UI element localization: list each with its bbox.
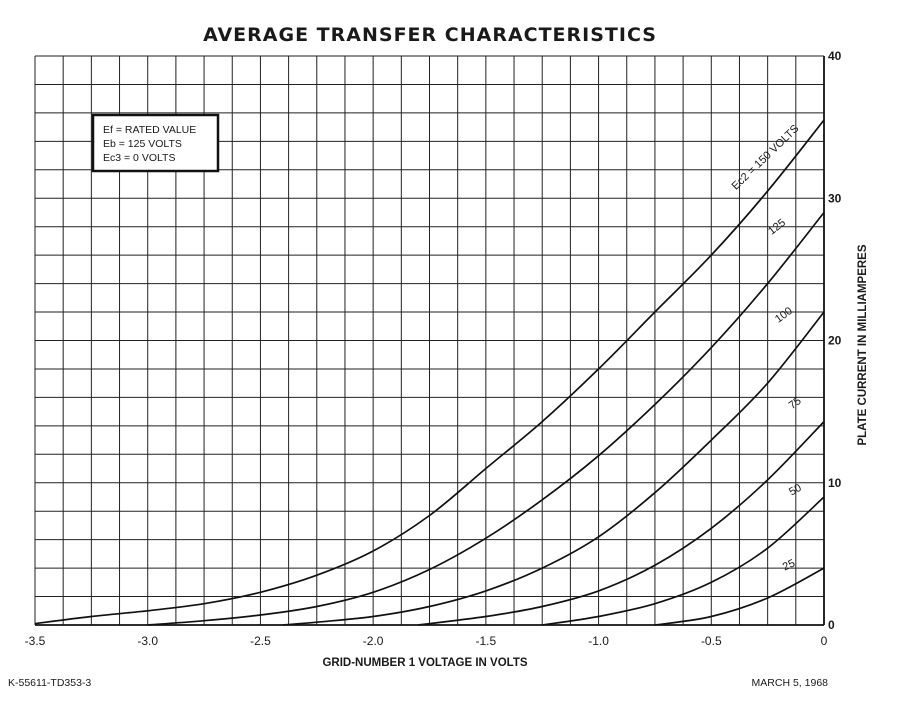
curve-series-1 — [147, 211, 825, 626]
curve-label-4: 50 — [787, 482, 804, 499]
curve-series-2 — [282, 311, 825, 626]
curve-label-0: Ec2 = 150 VOLTS — [730, 123, 802, 193]
tick-labels: -3.5 -3.0 -2.5 -2.0 -1.5 -1.0 -0.5 00 10 20 30 40 — [25, 49, 842, 648]
legend-line: Ef = RATED VALUE — [103, 124, 196, 136]
curve-label-2: 100 — [773, 305, 795, 325]
document-date: MARCH 5, 1968 — [752, 677, 829, 689]
x-tick-label: -3.0 — [137, 634, 158, 648]
legend-frame — [91, 113, 220, 173]
curve-labels: Ec2 = 150 VOLTS 125 100 75 50 25 — [730, 123, 804, 574]
document-code: K-55611-TD353-3 — [8, 677, 91, 689]
y-tick-label: 20 — [828, 334, 842, 348]
curve-series-4 — [542, 496, 825, 626]
x-tick-label: -0.5 — [701, 634, 722, 648]
legend-box: Ef = RATED VALUE Eb = 125 VOLTS Ec3 = 0 VO… — [91, 113, 220, 173]
y-axis-label: PLATE CURRENT IN MILLIAMPERES — [857, 244, 869, 445]
curve-series-0 — [34, 119, 825, 625]
curve-series-5 — [654, 567, 825, 626]
legend-line: Eb = 125 VOLTS — [103, 138, 182, 150]
curve-label-5: 25 — [781, 557, 797, 573]
y-tick-label: 40 — [828, 49, 842, 63]
curve-label-1: 125 — [766, 217, 788, 238]
y-tick-label: 30 — [828, 191, 842, 205]
legend-line: Ec3 = 0 VOLTS — [103, 152, 175, 164]
curves — [34, 119, 825, 626]
x-tick-label: 0 — [821, 634, 828, 648]
x-tick-label: -2.5 — [250, 634, 271, 648]
curve-series-3 — [418, 421, 825, 626]
x-tick-label: -1.0 — [588, 634, 609, 648]
y-tick-label: 10 — [828, 476, 842, 490]
x-tick-label: -1.5 — [476, 634, 497, 648]
y-tick-label: 0 — [828, 618, 835, 632]
x-tick-label: -2.0 — [363, 634, 384, 648]
curve-label-3: 75 — [787, 395, 804, 412]
chart-title: AVERAGE TRANSFER CHARACTERISTICS — [203, 24, 657, 46]
x-tick-label: -3.5 — [25, 634, 46, 648]
x-axis-label: GRID-NUMBER 1 VOLTAGE IN VOLTS — [322, 657, 527, 669]
